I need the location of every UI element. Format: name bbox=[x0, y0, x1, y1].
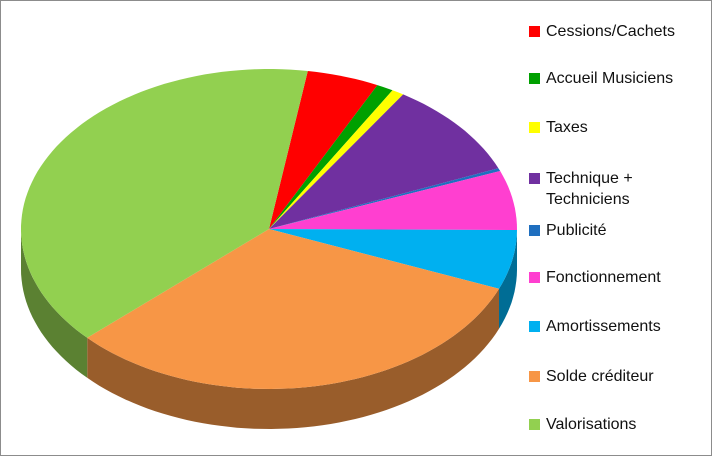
legend-item: Accueil Musiciens bbox=[529, 68, 696, 89]
legend-item: Valorisations bbox=[529, 414, 696, 435]
legend-swatch bbox=[529, 419, 540, 430]
slice-side bbox=[21, 229, 88, 378]
legend-swatch bbox=[529, 173, 540, 184]
legend-label: Publicité bbox=[546, 222, 607, 239]
legend-swatch bbox=[529, 225, 540, 236]
slice bbox=[269, 90, 404, 229]
slice bbox=[269, 168, 501, 229]
slice bbox=[269, 85, 393, 229]
legend-item: Publicité bbox=[529, 220, 696, 241]
legend-item: Amortissements bbox=[529, 316, 696, 337]
slice-side bbox=[499, 230, 517, 329]
legend-swatch bbox=[529, 272, 540, 283]
legend-item: Cessions/Cachets bbox=[529, 21, 696, 42]
slice bbox=[87, 229, 499, 389]
legend-swatch bbox=[529, 371, 540, 382]
slice bbox=[269, 94, 499, 230]
slice bbox=[21, 69, 308, 338]
legend-item: Fonctionnement bbox=[529, 267, 696, 288]
legend-swatch bbox=[529, 26, 540, 37]
legend-label: Technique + Techniciens bbox=[546, 170, 633, 208]
legend-item: Taxes bbox=[529, 117, 696, 138]
slice bbox=[269, 229, 517, 289]
legend-label: Valorisations bbox=[546, 416, 637, 433]
legend-label: Cessions/Cachets bbox=[546, 23, 675, 40]
legend-label: Amortissements bbox=[546, 318, 661, 335]
legend-swatch bbox=[529, 73, 540, 84]
legend-label: Accueil Musiciens bbox=[546, 70, 674, 87]
slice bbox=[269, 171, 517, 230]
legend-swatch bbox=[529, 122, 540, 133]
legend-swatch bbox=[529, 321, 540, 332]
slice-side bbox=[87, 288, 499, 429]
legend-item: Solde créditeur bbox=[529, 366, 696, 387]
legend-label: Solde créditeur bbox=[546, 368, 654, 385]
slice bbox=[269, 71, 378, 229]
legend-item: Technique + Techniciens bbox=[529, 168, 696, 210]
legend-label: Fonctionnement bbox=[546, 269, 661, 286]
legend-label: Taxes bbox=[546, 119, 588, 136]
